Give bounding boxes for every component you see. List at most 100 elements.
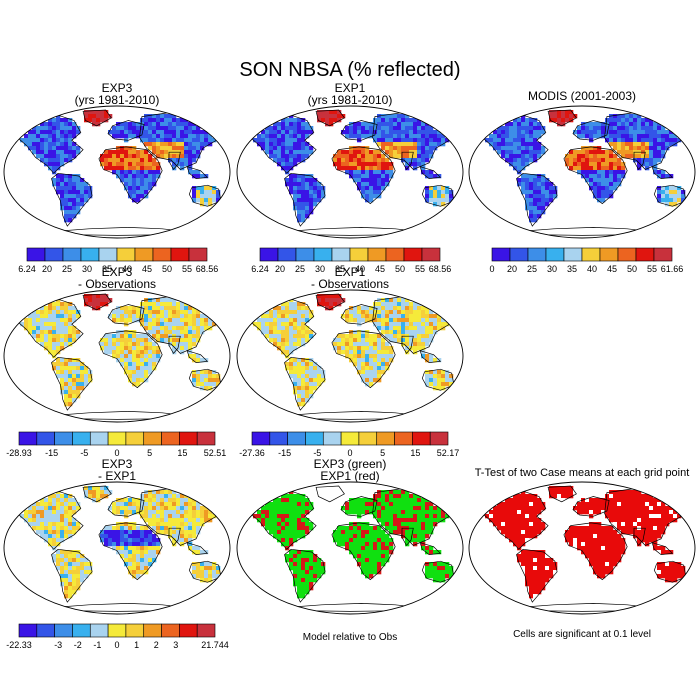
colorbar-swatch	[188, 247, 208, 262]
map-border	[468, 105, 696, 239]
colorbar-swatch	[251, 431, 271, 446]
colorbar-label: 55	[182, 264, 192, 274]
colorbar-label: 35	[102, 264, 112, 274]
colorbar-swatch	[18, 431, 38, 446]
colorbar-label: -3	[54, 640, 62, 650]
colorbar-swatch	[107, 431, 127, 446]
colorbar-swatch	[509, 247, 529, 262]
colorbar-label: 3	[173, 640, 178, 650]
colorbar-label: 25	[62, 264, 72, 274]
panel-subtitle: - EXP1	[98, 469, 136, 483]
colorbar-label: 20	[275, 264, 285, 274]
colorbar-swatch	[134, 247, 154, 262]
colorbar-label: -27.36	[239, 448, 265, 458]
panel-title: EXP3	[102, 265, 133, 279]
colorbar-label: 25	[295, 264, 305, 274]
colorbar-swatch	[196, 623, 216, 638]
colorbar-swatch	[367, 247, 387, 262]
colorbar-label: -1	[93, 640, 101, 650]
colorbar-label: -15	[45, 448, 58, 458]
colorbar-label: 15	[410, 448, 420, 458]
colorbar-swatch	[170, 247, 190, 262]
panel-title: MODIS (2001-2003)	[528, 89, 636, 103]
colorbar-swatch	[545, 247, 565, 262]
colorbar-label: 0	[114, 448, 119, 458]
colorbar-label: 20	[42, 264, 52, 274]
colorbar-label: 40	[587, 264, 597, 274]
colorbar: 0 20 25 30 35 40 45 50 55 61.66	[489, 247, 683, 274]
colorbar-swatch	[54, 623, 73, 638]
colorbar-swatch	[331, 247, 351, 262]
colorbar-label: 0	[347, 448, 352, 458]
map-border	[236, 481, 464, 615]
panel-exp1-abs: EXP1(yrs 1981-2010)6.24 20 25 30 35 40 45 50 55 6…	[236, 81, 464, 274]
colorbar-swatch	[259, 247, 279, 262]
colorbar-swatch	[527, 247, 547, 262]
map-border	[468, 481, 696, 615]
coastline	[242, 293, 455, 420]
colorbar-swatch	[617, 247, 637, 262]
colorbar-label: -5	[80, 448, 88, 458]
colorbar-swatch	[89, 431, 109, 446]
colorbar-label: 40	[355, 264, 365, 274]
colorbar-swatch	[429, 431, 449, 446]
colorbar-label: 45	[375, 264, 385, 274]
colorbar-label: 68.56	[196, 264, 219, 274]
colorbar-swatch	[403, 247, 423, 262]
colorbar-swatch	[143, 623, 162, 638]
colorbar-swatch	[581, 247, 601, 262]
colorbar-swatch	[18, 623, 38, 638]
land-field	[20, 486, 221, 599]
panel-title: EXP1	[335, 265, 366, 279]
land-field	[253, 294, 454, 407]
colorbar-swatch	[358, 431, 378, 446]
land-field	[485, 486, 686, 599]
colorbar-label: 68.56	[429, 264, 452, 274]
colorbar-swatch	[653, 247, 673, 262]
colorbar-swatch	[107, 623, 127, 638]
colorbar-swatch	[313, 247, 333, 262]
colorbar-label: 30	[82, 264, 92, 274]
panel-exp3-abs: EXP3(yrs 1981-2010)6.24 20 25 30 35 40 45 50 55 6…	[3, 81, 231, 274]
caption-significance: Cells are significant at 0.1 level	[513, 629, 651, 640]
colorbar-swatch	[161, 623, 180, 638]
colorbar-label: 45	[607, 264, 617, 274]
colorbar: -27.36 -15 -5 0 5 15 52.17	[239, 431, 459, 458]
panel-subtitle: (yrs 1981-2010)	[75, 93, 160, 107]
colorbar-label: -2	[74, 640, 82, 650]
panel-subtitle: - Observations	[78, 277, 156, 291]
colorbar-swatch	[161, 431, 180, 446]
panel-green-red: EXP3 (green)EXP1 (red)	[236, 457, 464, 615]
colorbar-label: 15	[177, 448, 187, 458]
colorbar-label: 6.24	[251, 264, 269, 274]
panel-subtitle: (yrs 1981-2010)	[308, 93, 393, 107]
colorbar-swatch	[277, 247, 297, 262]
colorbar-swatch	[635, 247, 655, 262]
colorbar-swatch	[305, 431, 324, 446]
colorbar-swatch	[143, 431, 162, 446]
land-field	[20, 294, 221, 407]
colorbar-swatch	[36, 431, 55, 446]
colorbar-label: 35	[567, 264, 577, 274]
panel-subtitle: - Observations	[311, 277, 389, 291]
colorbar-label: 6.24	[18, 264, 36, 274]
panel-title: EXP3	[102, 457, 133, 471]
colorbar-label: 55	[415, 264, 425, 274]
colorbar-swatch	[269, 431, 288, 446]
colorbar-swatch	[125, 431, 145, 446]
panel-modis: MODIS (2001-2003) 0 20 25 30 35 40 45 50 55 61.66	[468, 89, 696, 274]
colorbar-label: 30	[315, 264, 325, 274]
colorbar-swatch	[385, 247, 405, 262]
colorbar-swatch	[340, 431, 360, 446]
land-field	[253, 486, 454, 599]
map-border	[3, 289, 231, 423]
land-field	[485, 110, 686, 223]
coastline	[9, 485, 222, 612]
colorbar-swatch	[196, 431, 216, 446]
colorbar-label: 25	[527, 264, 537, 274]
colorbar-swatch	[394, 431, 413, 446]
colorbar-label: 30	[547, 264, 557, 274]
colorbar-label: 40	[122, 264, 132, 274]
colorbar-swatch	[179, 623, 198, 638]
